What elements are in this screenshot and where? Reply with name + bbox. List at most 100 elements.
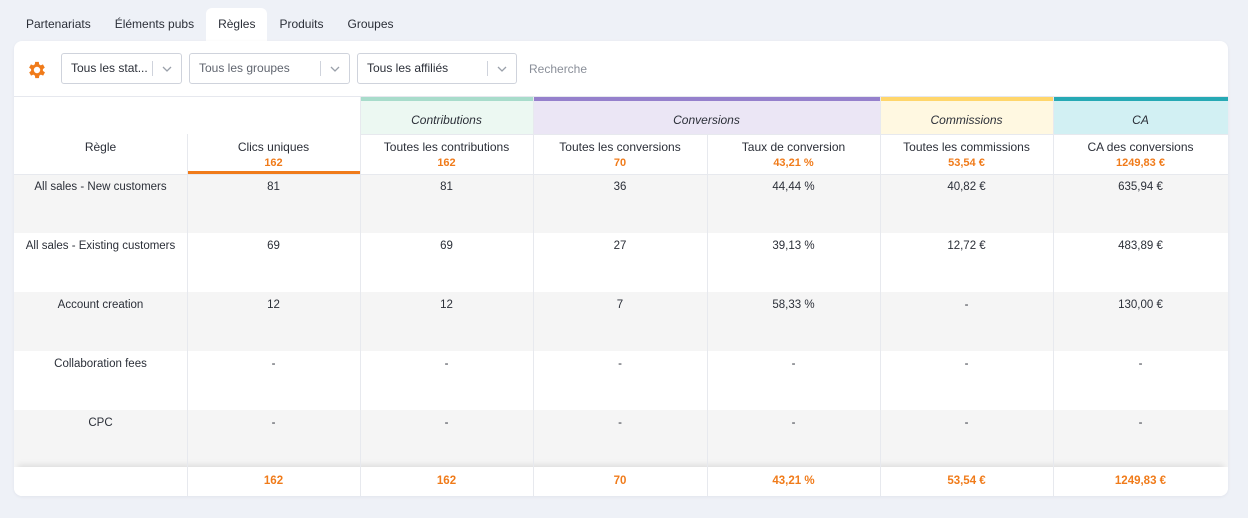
column-divider	[360, 97, 361, 496]
column-header-commissions[interactable]: Toutes les commissions 53,54 €	[880, 134, 1053, 174]
affiliates-select-value: Tous les affiliés	[367, 61, 449, 75]
chevron-down-icon[interactable]	[161, 63, 173, 75]
column-divider	[1053, 97, 1054, 496]
tab-elements-pubs[interactable]: Éléments pubs	[114, 17, 195, 31]
column-header-total: 70	[613, 157, 627, 169]
footer-total: 43,21 %	[772, 475, 815, 487]
rules-card: Tous les stat... Tous les groupes Tous l…	[14, 41, 1228, 496]
table-cell: -	[1138, 358, 1143, 370]
table-cell: 12	[267, 299, 280, 311]
column-header-ca-conversions[interactable]: CA des conversions 1249,83 €	[1053, 134, 1228, 174]
column-divider	[880, 97, 881, 496]
table-cell: -	[964, 358, 969, 370]
chevron-down-icon[interactable]	[329, 63, 341, 75]
row-divider	[14, 174, 1228, 175]
footer-total: 70	[613, 475, 627, 487]
column-header-label: Taux de conversion	[741, 140, 846, 154]
table-row[interactable]: Collaboration fees - - - - - -	[14, 351, 1228, 410]
table-cell: 130,00 €	[1118, 299, 1163, 311]
column-divider	[533, 97, 534, 496]
table-cell: -	[271, 358, 276, 370]
status-select-value: Tous les stat...	[71, 61, 148, 75]
column-divider	[187, 134, 188, 496]
footer-total: 162	[436, 475, 457, 487]
table-cell: -	[791, 417, 796, 429]
tab-bar: Partenariats Éléments pubs Règles Produi…	[14, 8, 406, 42]
footer-total: 162	[263, 475, 284, 487]
table-cell: -	[618, 358, 622, 370]
column-header-clics-uniques[interactable]: Clics uniques 162	[187, 134, 360, 174]
rule-name-cell: All sales - New customers	[34, 181, 167, 193]
table-cell: 81	[440, 181, 453, 193]
tab-produits[interactable]: Produits	[279, 17, 324, 31]
table-cell: 635,94 €	[1118, 181, 1163, 193]
status-select[interactable]: Tous les stat...	[61, 53, 182, 84]
gear-icon[interactable]	[26, 59, 48, 81]
column-header-conversions[interactable]: Toutes les conversions 70	[533, 134, 707, 174]
group-header-conversions: Conversions	[533, 97, 880, 134]
column-header-contributions[interactable]: Toutes les contributions 162	[360, 134, 533, 174]
group-header-ca: CA	[1053, 97, 1228, 134]
table-cell: 12,72 €	[947, 240, 986, 252]
column-header-taux-conversion[interactable]: Taux de conversion 43,21 %	[707, 134, 880, 174]
column-header-total: 53,54 €	[948, 157, 985, 169]
table-cell: 58,33 %	[772, 299, 815, 311]
group-header-commissions: Commissions	[880, 97, 1053, 134]
affiliates-select[interactable]: Tous les affiliés	[357, 53, 517, 84]
table-cell: 36	[613, 181, 627, 193]
footer-cell	[14, 467, 187, 496]
table-cell: -	[964, 299, 969, 311]
select-separator	[320, 61, 321, 76]
column-header-label: Toutes les contributions	[383, 140, 510, 154]
groups-select[interactable]: Tous les groupes	[189, 53, 350, 84]
table-cell: -	[444, 358, 449, 370]
footer-total: 53,54 €	[947, 475, 986, 487]
table-cell: -	[791, 358, 796, 370]
footer-total: 1249,83 €	[1114, 475, 1167, 487]
rule-name-cell: All sales - Existing customers	[25, 240, 176, 252]
table-row[interactable]: All sales - Existing customers 69 69 27 …	[14, 233, 1228, 292]
table-cell: 69	[440, 240, 453, 252]
column-header-label: CA des conversions	[1087, 140, 1194, 154]
table-cell: -	[444, 417, 449, 429]
rule-name-cell: Collaboration fees	[54, 358, 147, 370]
column-header-total: 162	[264, 157, 283, 169]
table-cell: -	[618, 417, 622, 429]
column-header-label: Règle	[84, 140, 117, 154]
tab-regles[interactable]: Règles	[206, 8, 268, 42]
table-cell: 12	[440, 299, 453, 311]
chevron-down-icon[interactable]	[496, 63, 508, 75]
rule-name-cell: CPC	[88, 417, 113, 429]
row-divider	[360, 134, 1228, 135]
column-header-label: Clics uniques	[237, 140, 310, 154]
table-row[interactable]: All sales - New customers 81 81 36 44,44…	[14, 174, 1228, 233]
column-header-regle[interactable]: Règle	[14, 134, 187, 174]
rule-name-cell: Account creation	[57, 299, 144, 311]
column-header-label: Toutes les commissions	[903, 140, 1030, 154]
filter-bar: Tous les stat... Tous les groupes Tous l…	[14, 41, 1228, 97]
table-cell: 44,44 %	[772, 181, 815, 193]
table-cell: 27	[613, 240, 627, 252]
search-input[interactable]	[522, 53, 722, 84]
select-separator	[487, 61, 488, 76]
column-divider	[707, 134, 708, 496]
table-cell: -	[1138, 417, 1143, 429]
column-header-total: 43,21 %	[773, 157, 814, 169]
tab-partenariats[interactable]: Partenariats	[26, 17, 91, 31]
table-cell: 69	[267, 240, 280, 252]
table-cell: 483,89 €	[1118, 240, 1163, 252]
table-cell: 40,82 €	[947, 181, 986, 193]
sort-indicator	[188, 171, 360, 174]
tab-groupes[interactable]: Groupes	[347, 17, 394, 31]
table-footer: 162 162 70 43,21 % 53,54 € 1249,83 €	[14, 467, 1228, 496]
table-cell: 39,13 %	[772, 240, 815, 252]
column-header-total: 162	[437, 157, 456, 169]
table-cell: -	[964, 417, 969, 429]
select-separator	[152, 61, 153, 76]
table-row[interactable]: Account creation 12 12 7 58,33 % - 130,0…	[14, 292, 1228, 351]
table-cell: 81	[267, 181, 280, 193]
table-row[interactable]: CPC - - - - - -	[14, 410, 1228, 469]
table-cell: 7	[616, 299, 624, 311]
table-cell: -	[271, 417, 276, 429]
column-header-total: 1249,83 €	[1116, 157, 1165, 169]
